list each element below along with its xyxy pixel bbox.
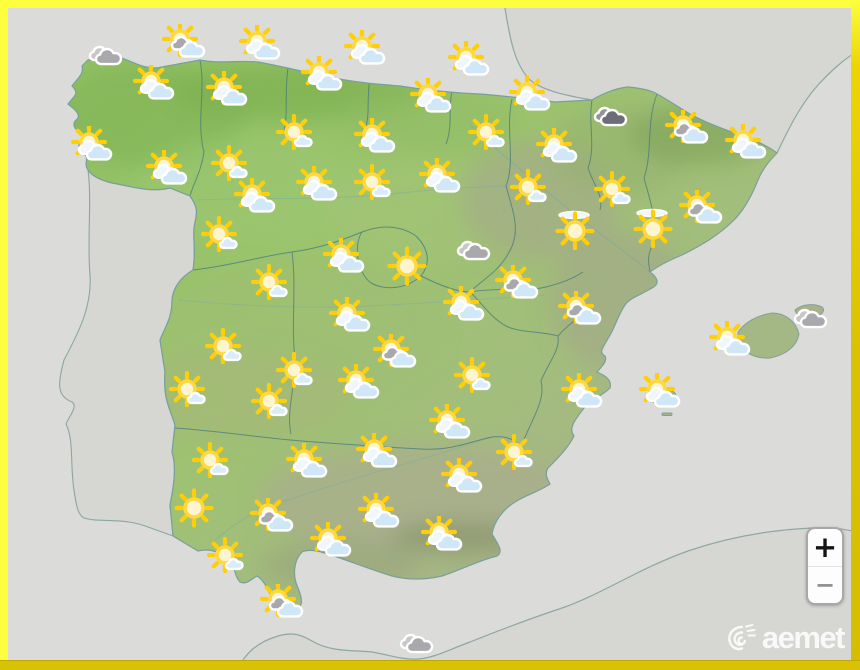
- africa-landmass: [237, 527, 860, 670]
- map-zoom-control: + −: [806, 527, 844, 605]
- france-landmass: [505, 8, 860, 153]
- france-med-coastline: [776, 49, 860, 154]
- aemet-attribution: aemet: [725, 620, 846, 656]
- france-coastline: [504, 7, 593, 101]
- zoom-in-button[interactable]: +: [808, 529, 842, 566]
- aemet-wordmark: aemet: [761, 620, 846, 655]
- zoom-out-button[interactable]: −: [808, 565, 842, 604]
- africa-coastline: [236, 527, 860, 670]
- aemet-logo-icon: [728, 624, 756, 651]
